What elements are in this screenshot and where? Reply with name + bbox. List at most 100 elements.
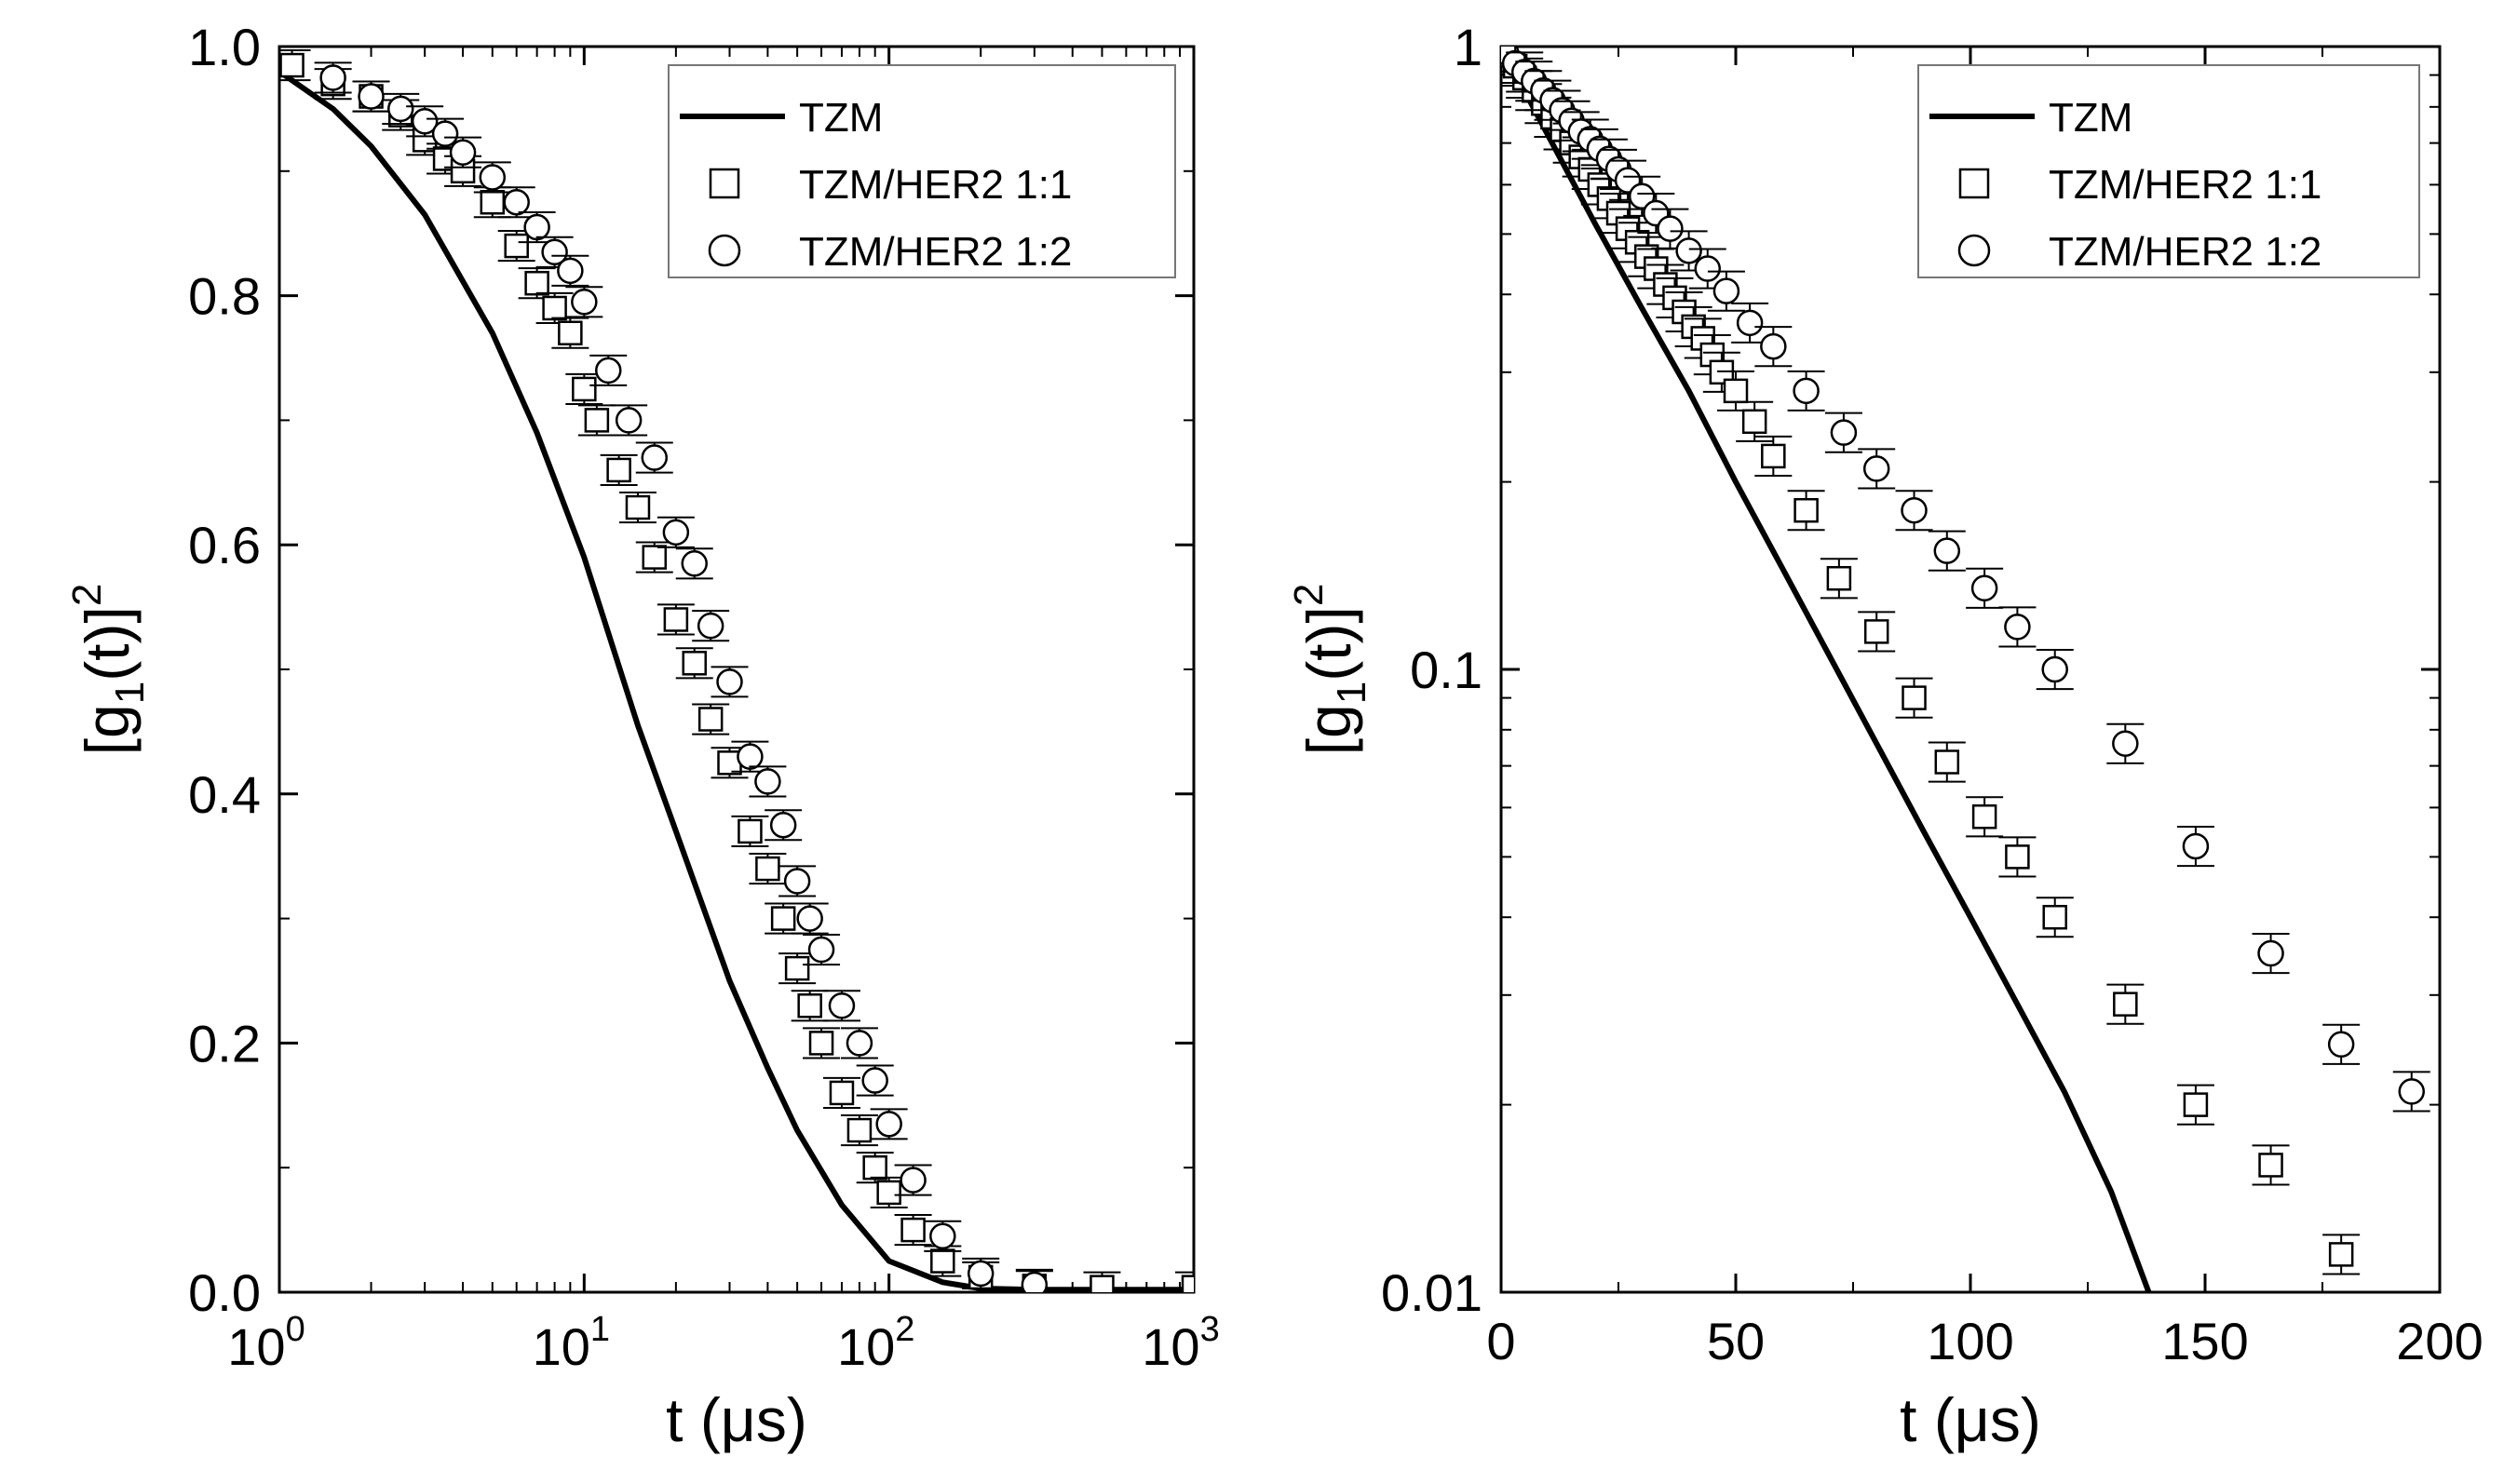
data-point-square xyxy=(2113,992,2138,1017)
data-point-square xyxy=(829,1080,855,1106)
data-point-square xyxy=(697,707,724,732)
data-point-square xyxy=(1902,685,1927,710)
data-point-circle xyxy=(796,905,823,932)
data-point-circle xyxy=(1675,237,1702,264)
x-tick-label: 150 xyxy=(2161,1312,2248,1370)
y-tick-label: 0.1 xyxy=(1410,641,1482,699)
data-point-circle xyxy=(2398,1078,2426,1105)
x-axis-title: t (μs) xyxy=(1900,1385,2041,1454)
data-point-square xyxy=(738,818,763,844)
data-point-square xyxy=(1793,497,1819,523)
legend-circle-icon xyxy=(708,234,741,267)
data-point-square xyxy=(797,993,822,1019)
data-point-square xyxy=(2328,1242,2354,1267)
data-point-square xyxy=(625,494,651,520)
data-point-square xyxy=(862,1154,887,1180)
data-point-circle xyxy=(2327,1031,2355,1059)
y-tick-label: 0.4 xyxy=(188,765,261,824)
x-tick-label: 101 xyxy=(533,1310,610,1376)
data-point-circle xyxy=(697,612,724,640)
y-axis-title: [g1(t)]2 xyxy=(64,584,153,756)
data-point-circle xyxy=(387,95,414,123)
y-tick-label: 0.0 xyxy=(188,1263,261,1322)
data-point-circle xyxy=(358,83,385,110)
data-point-square xyxy=(558,320,583,345)
data-point-square xyxy=(504,233,529,259)
data-point-circle xyxy=(541,238,568,266)
x-tick-label: 103 xyxy=(1142,1310,1219,1376)
data-point-circle xyxy=(1830,419,1858,446)
data-point-square xyxy=(542,295,567,321)
legend-label: TZM xyxy=(799,95,883,141)
data-point-square xyxy=(846,1117,873,1143)
y-tick-label: 0.01 xyxy=(1381,1263,1482,1322)
data-point-circle xyxy=(929,1222,956,1250)
data-point-circle xyxy=(479,164,507,191)
legend-square-icon xyxy=(1958,168,1990,199)
chart-panel-left: 100 101 102 103 0.0 0.2 0.4 0.6 0.8 1.0 t (μs) [g1(… xyxy=(64,18,1220,1454)
plot-area xyxy=(1501,47,2430,1292)
data-point-circle xyxy=(1933,537,1961,564)
data-point-circle xyxy=(2112,730,2139,757)
data-point-circle xyxy=(1021,1271,1049,1292)
data-point-circle xyxy=(523,213,550,241)
data-point-square xyxy=(572,376,597,402)
data-point-circle xyxy=(875,1111,902,1138)
x-axis-title: t (μs) xyxy=(666,1385,807,1454)
data-point-circle xyxy=(1760,332,1787,360)
legend-circle-icon xyxy=(1957,234,1991,267)
data-point-circle xyxy=(431,120,459,147)
data-point-circle xyxy=(449,139,477,166)
data-point-square xyxy=(808,1031,834,1056)
x-tick-label: 50 xyxy=(1707,1312,1765,1370)
y-axis-title: [g1(t)]2 xyxy=(1286,584,1374,756)
data-point-square xyxy=(642,545,668,570)
data-point-square xyxy=(1863,619,1889,644)
data-point-circle xyxy=(503,189,530,216)
data-point-square xyxy=(524,270,549,296)
data-point-circle xyxy=(1901,496,1928,524)
error-bar xyxy=(1175,1271,1194,1292)
data-point-circle xyxy=(807,936,835,964)
data-point-circle xyxy=(1694,255,1722,282)
y-tick-label: 0.2 xyxy=(188,1014,261,1073)
data-point-circle xyxy=(846,1030,873,1057)
data-point-circle xyxy=(615,407,643,434)
legend-label: TZM/HER2 1:1 xyxy=(2049,162,2321,208)
data-point-circle xyxy=(2182,832,2210,860)
legend-label: TZM/HER2 1:2 xyxy=(799,229,1072,275)
data-point-square xyxy=(663,607,689,632)
data-point-circle xyxy=(783,868,811,895)
data-point-square xyxy=(2183,1092,2209,1117)
data-point-circle xyxy=(595,357,622,384)
data-point-square xyxy=(900,1217,926,1243)
data-point-circle xyxy=(681,550,708,577)
data-point-square xyxy=(2258,1153,2283,1178)
data-point-square xyxy=(784,955,810,981)
legend-box xyxy=(1917,64,2420,278)
data-point-square xyxy=(876,1180,901,1206)
data-point-square xyxy=(1723,378,1749,404)
data-point-circle xyxy=(1657,215,1684,242)
data-point-circle xyxy=(900,1167,927,1194)
data-point-square xyxy=(1741,409,1767,435)
data-point-circle xyxy=(1793,377,1820,405)
y-tick-label: 0.8 xyxy=(188,267,261,326)
x-tick-label: 200 xyxy=(2396,1312,2483,1370)
data-point-circle xyxy=(1862,455,1890,482)
data-point-circle xyxy=(557,257,584,285)
x-tick-label: 102 xyxy=(837,1310,914,1376)
data-point-square xyxy=(1826,565,1852,591)
data-point-square xyxy=(584,408,610,433)
data-point-circle xyxy=(2257,939,2284,967)
data-point-circle xyxy=(716,668,743,695)
legend: TZM TZM/HER2 1:1 TZM/HER2 1:2 xyxy=(1917,64,2420,278)
data-point-circle xyxy=(641,444,669,471)
data-point-circle xyxy=(662,519,690,546)
y-tick-label: 1.0 xyxy=(188,18,261,76)
data-point-square xyxy=(1761,443,1786,469)
legend-label: TZM/HER2 1:2 xyxy=(2049,229,2321,275)
data-point-circle xyxy=(2004,614,2031,641)
